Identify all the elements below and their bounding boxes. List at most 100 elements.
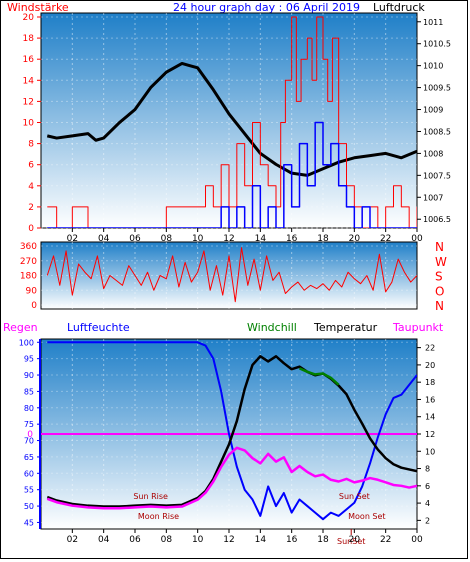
y-humidity-tick-label: 45 [24, 518, 34, 527]
dewpoint-axis-title: Taupunkt [392, 321, 444, 334]
y-temperature-tick-label: 18 [425, 378, 435, 387]
annotation-label: Moon Rise [138, 512, 179, 521]
wind-axis-title: Windstärke [7, 1, 69, 14]
annotation-label: Moon Set [348, 512, 385, 521]
wind-direction-plot-area [40, 241, 418, 310]
compass-letter: N [435, 240, 444, 254]
x-tick-label: 22 [380, 234, 391, 244]
windchill-axis-title: Windchill [247, 321, 297, 334]
x-tick-label: 02 [67, 535, 78, 545]
y-temperature-tick-label: 6 [425, 482, 430, 491]
wind-speed-series [47, 121, 417, 228]
annotation-label: Sun Set [339, 492, 370, 501]
y-left-tick-label: 20 [23, 13, 35, 23]
sun-moon-annotations: Sun Rise Moon Rise Sun Set Moon Set SunSet [133, 492, 385, 546]
y-direction-tick-label: 90 [26, 286, 38, 296]
y-right-tick-label: 1009.5 [423, 84, 451, 93]
wind-gust-series [47, 16, 417, 228]
y-left-tick-label: 16 [23, 55, 35, 65]
wind-pressure-series [46, 16, 417, 228]
y-humidity-tick-label: 100 [19, 338, 34, 347]
chart-title: 24 hour graph day : 06 April 2019 [173, 1, 360, 14]
x-tick-label: 12 [223, 234, 234, 244]
x-tick-label: 06 [129, 234, 141, 244]
temperature-humidity-axes: 4550556065707580859095100246810121416182… [19, 338, 435, 545]
x-tick-label: 18 [317, 234, 329, 244]
x-tick-label: 10 [192, 234, 204, 244]
y-humidity-tick-label: 65 [24, 453, 34, 462]
y-left-tick-label: 8 [28, 140, 34, 150]
y-right-tick-label: 1011 [423, 18, 443, 27]
y-right-tick-label: 1007 [423, 193, 443, 202]
y-humidity-tick-label: 50 [24, 502, 34, 511]
temperature-series [46, 355, 417, 508]
y-right-tick-label: 1006.5 [423, 215, 451, 224]
wind-direction-series [46, 247, 417, 303]
compass-letter: O [435, 284, 444, 298]
x-tick-label: 16 [286, 535, 298, 545]
x-tick-label: 12 [223, 535, 234, 545]
y-humidity-tick-label: 55 [24, 486, 34, 495]
y-left-tick-label: 4 [28, 182, 34, 192]
y-temperature-tick-label: 20 [425, 361, 435, 370]
y-left-tick-label: 14 [23, 76, 35, 86]
y-temperature-tick-label: 2 [425, 516, 430, 525]
y-right-tick-label: 1009 [423, 106, 443, 115]
x-tick-label: 04 [98, 535, 110, 545]
y-temperature-tick-label: 22 [425, 344, 435, 353]
x-tick-label: 20 [349, 234, 361, 244]
y-left-tick-label: 12 [23, 97, 34, 107]
rain-level-label: 0 [27, 430, 33, 440]
y-temperature-tick-label: 12 [425, 430, 435, 439]
y-right-tick-label: 1010.5 [423, 40, 451, 49]
wind-pressure-axes: 024681012141618201006.510071007.51008100… [23, 13, 451, 244]
x-tick-label: 08 [161, 234, 173, 244]
wind-direction-series [46, 247, 417, 303]
dewpoint-series [46, 446, 417, 510]
y-right-tick-label: 1008 [423, 149, 443, 158]
y-humidity-tick-label: 75 [24, 420, 34, 429]
x-tick-label: 16 [286, 234, 298, 244]
x-tick-label: 14 [255, 234, 267, 244]
y-humidity-tick-label: 95 [24, 355, 34, 364]
rain-axis-title: Regen [3, 321, 38, 334]
x-tick-label: 22 [380, 535, 391, 545]
x-tick-label: 02 [67, 234, 78, 244]
y-humidity-tick-label: 80 [24, 404, 34, 413]
pressure-axis-title: Luftdruck [373, 1, 425, 14]
compass-letter: W [435, 255, 447, 269]
temperature-humidity-series [41, 341, 417, 521]
y-humidity-tick-label: 90 [24, 371, 34, 380]
pressure-series [46, 61, 417, 177]
y-left-tick-label: 18 [23, 34, 35, 44]
x-tick-label: 20 [349, 535, 361, 545]
windchill-series [298, 367, 340, 386]
temperature-axis-title: Temperatur [313, 321, 378, 334]
y-left-tick-label: 10 [23, 119, 35, 129]
y-right-tick-label: 1010 [423, 62, 443, 71]
annotation-label: SunSet [337, 537, 365, 546]
compass-letter: S [435, 270, 443, 284]
y-humidity-tick-label: 70 [24, 437, 34, 446]
annotation-label: Sun Rise [133, 492, 168, 501]
x-tick-label: 00 [411, 234, 423, 244]
x-tick-label: 06 [129, 535, 141, 545]
y-left-tick-label: 0 [28, 224, 34, 234]
humidity-axis-title: Luftfeuchte [67, 321, 130, 334]
y-left-tick-label: 2 [28, 203, 34, 213]
y-temperature-tick-label: 16 [425, 395, 435, 404]
y-temperature-tick-label: 4 [425, 499, 430, 508]
x-tick-label: 18 [317, 535, 329, 545]
x-tick-label: 08 [161, 535, 173, 545]
y-temperature-tick-label: 8 [425, 465, 430, 474]
y-right-tick-label: 1007.5 [423, 171, 451, 180]
wind-direction-grid [41, 242, 417, 309]
x-tick-label: 00 [411, 535, 423, 545]
y-humidity-tick-label: 85 [24, 387, 34, 396]
y-direction-tick-label: 270 [20, 257, 37, 267]
y-right-tick-label: 1008.5 [423, 127, 451, 136]
y-direction-tick-label: 360 [20, 242, 37, 252]
